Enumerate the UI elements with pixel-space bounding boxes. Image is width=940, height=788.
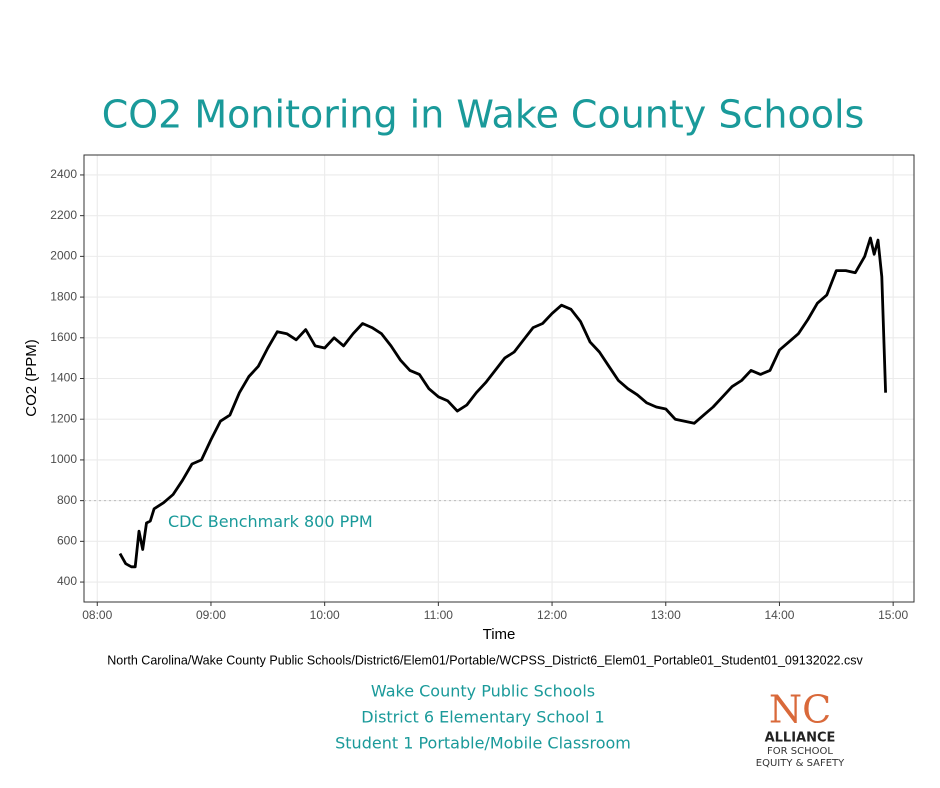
plot-border xyxy=(83,154,915,603)
footer-line: Wake County Public Schools xyxy=(371,682,595,701)
logo-name: ALLIANCE xyxy=(765,731,836,746)
data-line xyxy=(118,236,887,569)
chart-title: CO2 Monitoring in Wake County Schools xyxy=(102,93,865,137)
y-tick-label: 1800 xyxy=(50,289,77,303)
footer-line: Student 1 Portable/Mobile Classroom xyxy=(335,734,631,753)
logo-text: EQUITY & SAFETY xyxy=(756,758,845,769)
y-tick-label: 800 xyxy=(57,493,77,507)
benchmark-label: CDC Benchmark 800 PPM xyxy=(168,512,373,531)
x-tick-label: 08:00 xyxy=(82,608,112,622)
footer-line: District 6 Elementary School 1 xyxy=(361,708,604,727)
y-tick-label: 400 xyxy=(57,574,77,588)
y-tick-label: 2200 xyxy=(50,208,77,222)
logo-text: FOR SCHOOL xyxy=(767,746,833,757)
caption: North Carolina/Wake County Public School… xyxy=(107,653,863,667)
x-tick-label: 09:00 xyxy=(196,608,226,622)
y-tick-label: 1000 xyxy=(50,452,77,466)
logo-mark: NC xyxy=(769,688,831,732)
x-tick-label: 10:00 xyxy=(310,608,340,622)
x-tick-label: 15:00 xyxy=(878,608,908,622)
y-tick-label: 600 xyxy=(57,534,77,548)
x-axis-label: Time xyxy=(483,626,516,643)
y-tick-label: 2400 xyxy=(50,167,77,181)
x-tick-label: 11:00 xyxy=(424,608,453,622)
y-tick-label: 1200 xyxy=(50,411,77,425)
x-tick-label: 12:00 xyxy=(537,608,567,622)
y-axis-label: CO2 (PPM) xyxy=(23,339,40,417)
y-tick-label: 1600 xyxy=(50,330,77,344)
y-tick-label: 2000 xyxy=(50,249,77,263)
x-tick-label: 14:00 xyxy=(764,608,794,622)
x-tick-label: 13:00 xyxy=(651,608,681,622)
y-tick-label: 1400 xyxy=(50,371,77,385)
